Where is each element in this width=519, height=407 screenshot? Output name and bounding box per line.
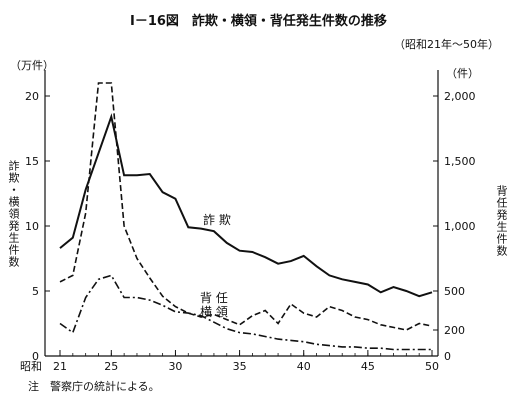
x-tick-label: 40 — [297, 360, 311, 373]
left-tick-label: 0 — [32, 350, 39, 363]
x-tick-label: 50 — [425, 360, 439, 373]
chart-subtitle: （昭和21年～50年） — [394, 38, 499, 51]
right-tick-label: 1,500 — [444, 155, 476, 168]
right-tick-label: 1,000 — [444, 220, 476, 233]
left-axis-unit: （万件） — [10, 59, 54, 72]
x-tick-label: 30 — [168, 360, 182, 373]
page-title: Ⅰ－16図 詐欺・横領・背任発生件数の推移 — [130, 14, 387, 29]
right-axis-label: 背任発生件数 — [495, 185, 508, 257]
right-tick-label: 500 — [444, 285, 465, 298]
left-tick-label: 15 — [25, 155, 39, 168]
x-tick-label: 35 — [233, 360, 247, 373]
source-note: 注 警察庁の統計による。 — [28, 380, 160, 393]
left-axis-label: 詐欺・横領発生件数 — [7, 160, 20, 268]
left-tick-label: 20 — [25, 90, 39, 103]
right-tick-label: 200 — [444, 324, 465, 337]
x-tick-label: 25 — [104, 360, 118, 373]
series-line-詐欺 — [59, 113, 433, 298]
right-tick-label: 2,000 — [444, 90, 476, 103]
series-line-横領 — [59, 274, 432, 351]
series-annotation: 横 領 — [200, 304, 228, 319]
left-tick-label: 5 — [32, 285, 39, 298]
series-annotation: 詐 欺 — [203, 212, 231, 227]
series-line-背任 — [59, 82, 433, 331]
x-tick-label: 45 — [361, 360, 375, 373]
right-tick-label: 0 — [444, 350, 451, 363]
right-axis-unit: （件） — [446, 67, 479, 80]
series-annotation: 背 任 — [200, 291, 228, 305]
left-tick-label: 10 — [25, 220, 39, 233]
x-tick-label: 21 — [53, 360, 67, 373]
x-prefix-label: 昭和 — [20, 360, 42, 373]
